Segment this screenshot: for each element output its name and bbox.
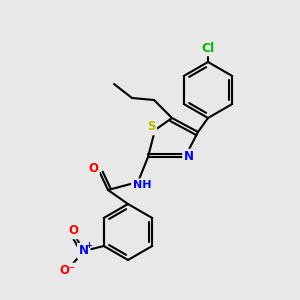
- Text: O: O: [88, 163, 98, 176]
- Text: O⁻: O⁻: [60, 265, 76, 278]
- Text: NH: NH: [133, 180, 151, 190]
- Text: N: N: [79, 244, 89, 257]
- Text: O: O: [69, 224, 79, 238]
- Text: +: +: [85, 242, 92, 250]
- Text: S: S: [147, 121, 155, 134]
- Text: Cl: Cl: [201, 41, 214, 55]
- Text: N: N: [184, 151, 194, 164]
